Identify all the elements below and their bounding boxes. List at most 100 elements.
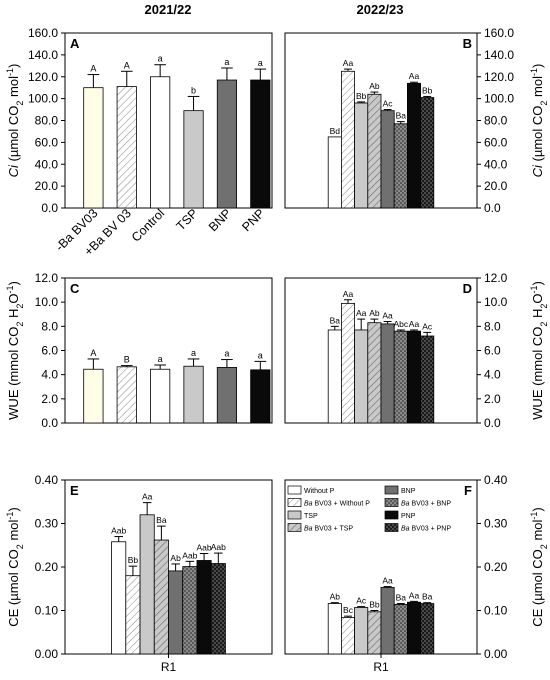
significance-letter: Aab <box>211 542 226 552</box>
legend-label: Ba BV03 + PNP <box>401 526 451 533</box>
significance-letter: a <box>258 58 263 68</box>
significance-letter: a <box>191 348 196 358</box>
y-tick-label: 160.0 <box>484 26 514 40</box>
bar <box>250 369 271 424</box>
bar <box>354 329 369 424</box>
significance-letter: Aa <box>382 311 393 321</box>
y-tick-label: 10.0 <box>35 295 59 309</box>
legend-swatch <box>287 523 302 532</box>
significance-letter: Ba <box>396 593 407 603</box>
significance-letter: Ac <box>383 99 394 109</box>
bar <box>393 330 408 424</box>
legend-label: BNP <box>401 488 416 495</box>
significance-letter: Bc <box>343 605 354 615</box>
panel-letter: D <box>463 281 472 296</box>
legend-label: Ba BV03 + Without P <box>304 501 370 508</box>
panel-e: 0.00 0.10 0.20 0.30 0.40 CE (µmol CO2 mol-1) E… <box>5 473 273 674</box>
bar <box>367 611 382 655</box>
x-category-label: Control <box>129 206 167 244</box>
x-tick-label: R1 <box>161 660 177 674</box>
bar <box>83 87 104 209</box>
bar <box>406 601 421 655</box>
bar <box>393 604 408 655</box>
y-tick-label: 40.0 <box>484 157 508 171</box>
y-tick-label: 8.0 <box>41 319 58 333</box>
x-category-label: BNP <box>206 206 234 234</box>
bar <box>327 603 342 655</box>
bar <box>111 541 127 655</box>
y-tick-label: 20.0 <box>484 179 508 193</box>
significance-letter: Ba <box>156 515 167 525</box>
y-tick-label: 10.0 <box>484 295 508 309</box>
y-tick-label: 0.00 <box>35 647 59 661</box>
panel-a: 0.0 20.0 40.0 60.0 80.0 100.0 120.0 140.0 160.0 C… <box>5 26 273 259</box>
bar <box>150 76 171 209</box>
significance-letter: a <box>258 350 263 360</box>
y-tick-label: 4.0 <box>484 368 501 382</box>
bar <box>380 587 395 655</box>
y-axis-label: Ci (µmol CO2 mol-1) <box>529 64 549 178</box>
y-tick-label: 140.0 <box>28 48 58 62</box>
significance-letter: Ba <box>396 111 407 121</box>
significance-letter: a <box>224 349 229 359</box>
panels: 0.0 20.0 40.0 60.0 80.0 100.0 120.0 140.0 160.0 C… <box>5 26 549 674</box>
significance-letter: Ab <box>369 308 380 318</box>
legend-swatch <box>384 485 399 495</box>
significance-letter: B <box>124 355 130 365</box>
bar <box>196 560 212 655</box>
significance-letter: Aa <box>409 71 420 81</box>
y-tick-label: 12.0 <box>35 271 59 285</box>
column-title-left: 2021/22 <box>145 2 192 17</box>
y-tick-label: 160.0 <box>28 26 58 40</box>
bar <box>406 82 421 209</box>
bar <box>380 110 395 209</box>
significance-letter: Bd <box>330 126 341 136</box>
significance-letter: Bb <box>356 91 367 101</box>
significance-letter: A <box>90 348 96 358</box>
bar <box>216 79 238 209</box>
y-tick-label: 12.0 <box>484 271 508 285</box>
legend-label: PNP <box>401 513 416 520</box>
significance-letter: Aa <box>356 308 367 318</box>
bar <box>367 322 382 424</box>
y-axis-label: Ci (µmol CO2 mol-1) <box>5 64 25 178</box>
significance-letter: Aab <box>197 543 212 553</box>
legend-swatch <box>287 510 302 520</box>
bar <box>153 539 169 655</box>
bar <box>182 566 198 655</box>
y-tick-label: 80.0 <box>484 114 508 128</box>
y-tick-label: 140.0 <box>484 48 514 62</box>
y-tick-label: 0.20 <box>484 560 508 574</box>
bar <box>150 368 171 424</box>
significance-letter: Aa <box>409 590 420 600</box>
column-title-right: 2022/23 <box>357 2 404 17</box>
legend-swatch <box>384 523 399 532</box>
y-tick-label: 100.0 <box>28 92 58 106</box>
significance-letter: a <box>158 354 163 364</box>
bar <box>216 367 238 424</box>
y-tick-label: 60.0 <box>35 135 59 149</box>
bar <box>327 329 342 424</box>
y-tick-label: 100.0 <box>484 92 514 106</box>
panel-b: 0.0 20.0 40.0 60.0 80.0 100.0 120.0 140.0 160.0 C… <box>284 26 549 215</box>
panel-f: 0.00 0.10 0.20 0.30 0.40 CE (µmol CO2 mol-1) F… <box>284 473 549 674</box>
significance-letter: Aab <box>111 526 126 536</box>
bar <box>139 514 155 655</box>
bar <box>354 607 369 655</box>
bar <box>168 570 184 655</box>
y-tick-label: 0.30 <box>35 517 59 531</box>
y-tick-label: 0.40 <box>484 473 508 487</box>
y-tick-label: 120.0 <box>484 70 514 84</box>
legend: Without P Ba BV03 + Without P TSP Ba BV03 +… <box>287 485 451 533</box>
significance-letter: b <box>191 85 196 95</box>
y-tick-label: 0.0 <box>484 201 501 215</box>
y-tick-label: 4.0 <box>41 368 58 382</box>
y-axis-label: WUE (mmol CO2 H2O-1) <box>5 281 25 420</box>
bar <box>393 123 408 209</box>
y-tick-label: 0.10 <box>35 604 59 618</box>
bar <box>340 617 355 655</box>
x-category-label: PNP <box>239 206 267 234</box>
panel-letter: E <box>70 483 79 498</box>
y-tick-label: 0.10 <box>484 604 508 618</box>
